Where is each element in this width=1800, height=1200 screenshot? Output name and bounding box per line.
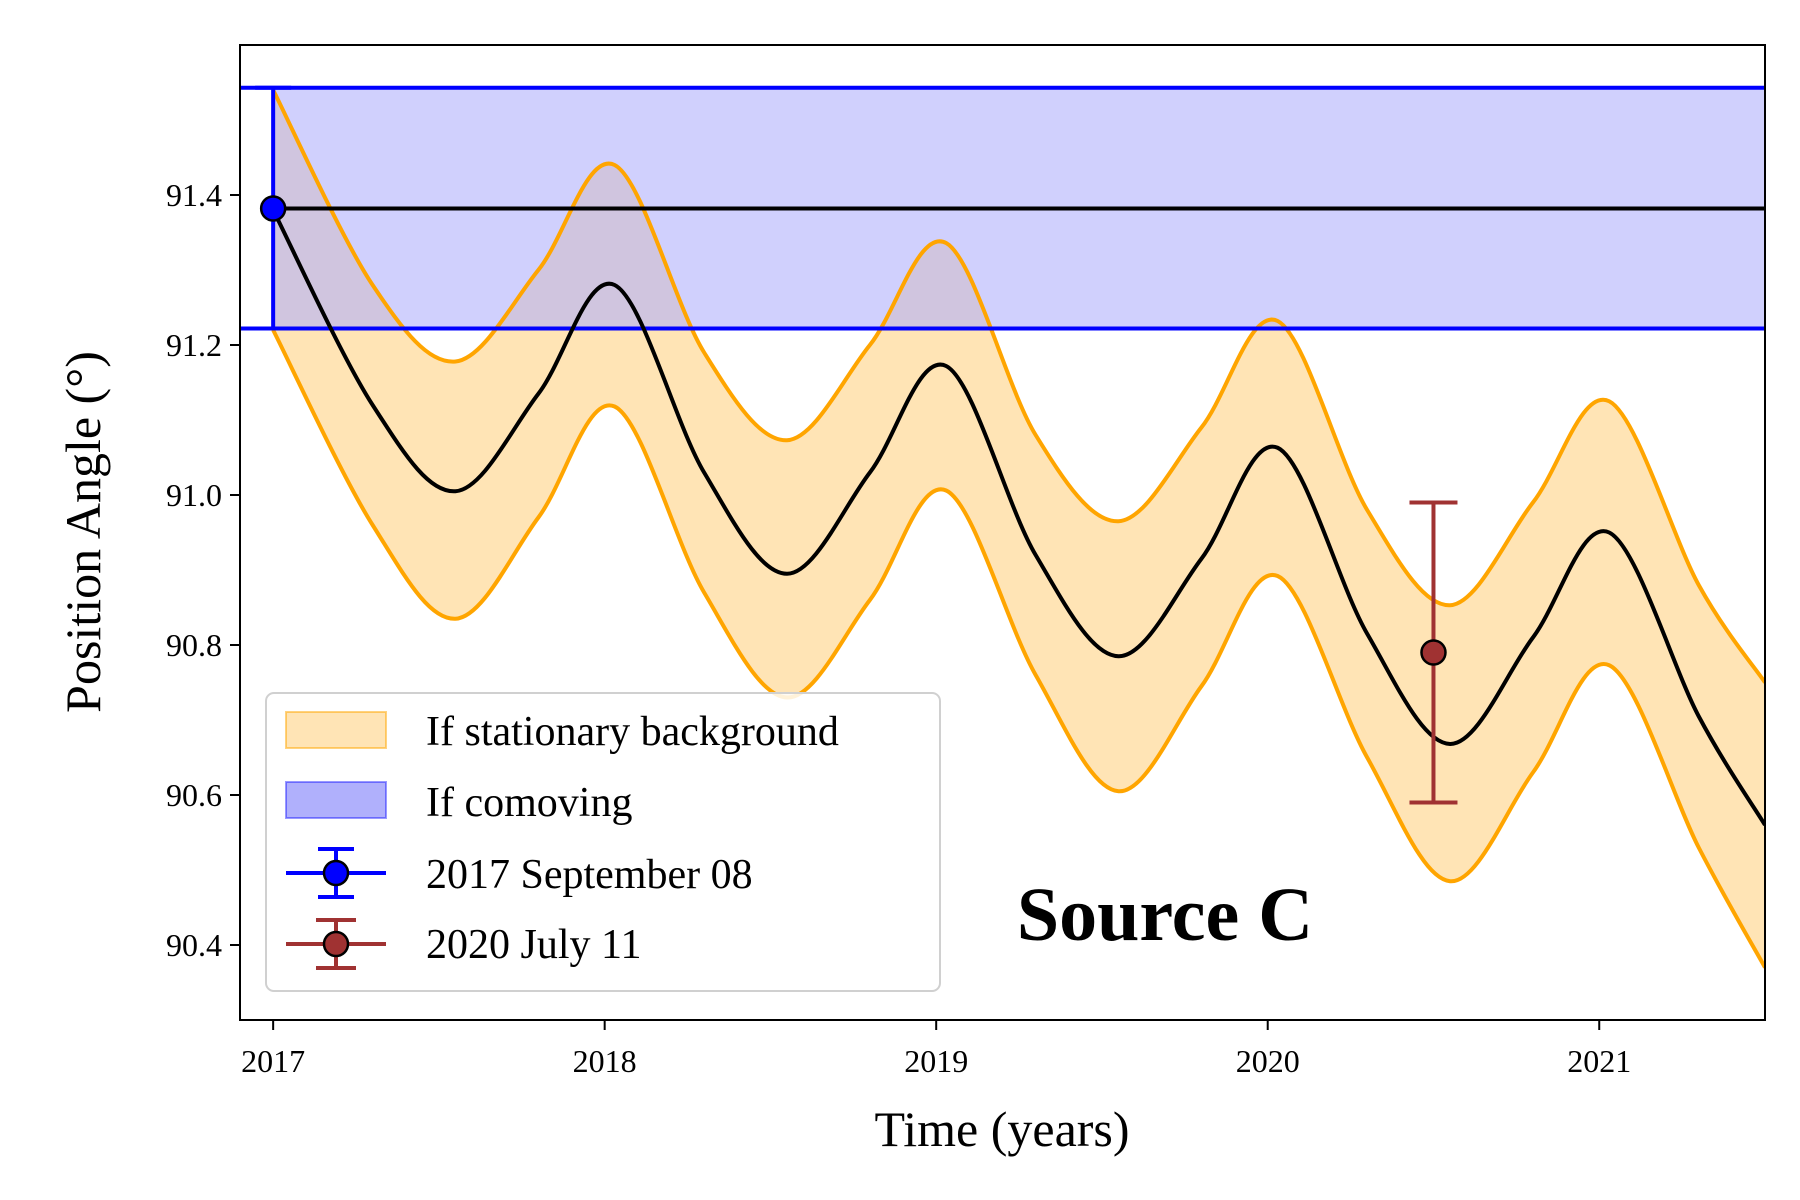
legend-frame (265, 692, 941, 992)
x-tick-label-2021: 2021 (1567, 1043, 1631, 1079)
legend-swatch-stationary (285, 711, 387, 749)
source-annotation: Source C (1017, 873, 1313, 957)
legend: If stationary background If comoving 201… (265, 692, 941, 992)
lg-eb0-dot (322, 859, 350, 887)
point-2017-marker (259, 195, 287, 222)
legend-swatch-comoving (285, 781, 387, 819)
point-2017 (255, 85, 292, 331)
x-tick-label-2020: 2020 (1236, 1043, 1300, 1079)
legend-marker-2020 (286, 918, 386, 970)
errorbars (255, 85, 1458, 805)
plot-frame (239, 44, 1766, 1021)
y-tick-label-90.8: 90.8 (166, 627, 222, 663)
point-2020 (1409, 500, 1458, 805)
x-axis-ticks: 2017 2018 2019 2020 2021 (241, 1020, 1631, 1079)
stationary-track (271, 209, 1765, 827)
legend-marker-2017 (286, 847, 386, 899)
legend-label-comoving: If comoving (426, 780, 632, 826)
lg-eb1-dot (322, 930, 350, 958)
x-tick-label-2019: 2019 (904, 1043, 968, 1079)
y-tick-label-91.4: 91.4 (166, 177, 222, 213)
x-tick-label-2017: 2017 (241, 1043, 305, 1079)
legend-label-stationary: If stationary background (426, 709, 839, 755)
y-tick-label-91.2: 91.2 (166, 327, 222, 363)
stationary-lower-edge (271, 329, 1765, 969)
x-axis-label: Time (years) (874, 1101, 1129, 1157)
plot-area (240, 85, 1765, 969)
legend-label-2020: 2020 July 11 (426, 922, 641, 968)
y-axis-label: Position Angle (°) (55, 351, 111, 713)
y-tick-label-91.0: 91.0 (166, 477, 222, 513)
legend-label-2017: 2017 September 08 (426, 852, 753, 898)
point-2020-marker (1420, 639, 1447, 666)
stationary-upper-edge (271, 89, 1765, 684)
x-tick-label-2018: 2018 (573, 1043, 637, 1079)
y-tick-label-90.4: 90.4 (166, 927, 222, 963)
y-tick-label-90.6: 90.6 (166, 777, 222, 813)
y-axis-ticks: 90.4 90.6 90.8 91.0 91.2 91.4 (166, 177, 240, 963)
